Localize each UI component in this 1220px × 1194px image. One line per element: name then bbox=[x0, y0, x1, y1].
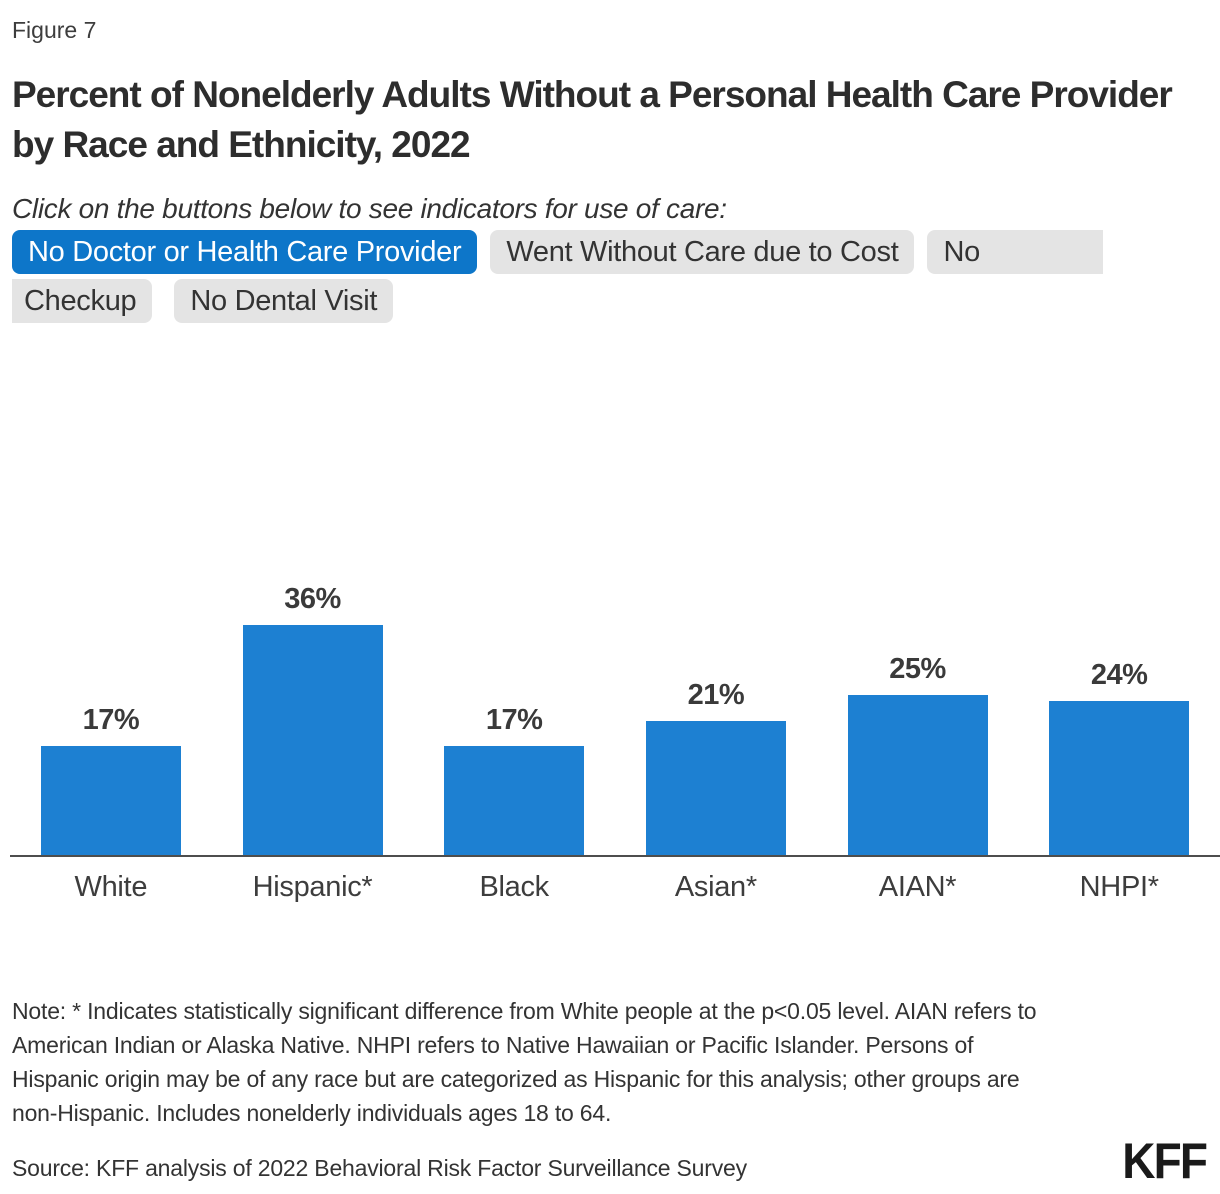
indicator-button-no-dental-visit[interactable]: No Dental Visit bbox=[174, 279, 394, 323]
bar bbox=[242, 625, 383, 855]
bar-value-label: 17% bbox=[485, 704, 543, 737]
bar-value-label: 36% bbox=[284, 583, 341, 615]
bar bbox=[645, 720, 786, 855]
kff-logo: KFF bbox=[1122, 1133, 1208, 1189]
bar-column: 17% bbox=[413, 583, 615, 855]
x-axis-line bbox=[10, 855, 1220, 857]
bar-value-label: 24% bbox=[1090, 659, 1148, 692]
bar-column: 36% bbox=[212, 583, 414, 855]
category-label: NHPI* bbox=[1079, 871, 1159, 903]
source-text: Source: KFF analysis of 2022 Behavioral … bbox=[12, 1155, 747, 1181]
note-text: Note: * Indicates statistically signific… bbox=[12, 998, 1037, 1126]
footer: Source: KFF analysis of 2022 Behavioral … bbox=[12, 1133, 1220, 1189]
bar bbox=[847, 695, 988, 855]
figure-page: Figure 7 Percent of Nonelderly Adults Wi… bbox=[0, 16, 1220, 1189]
indicator-button-went-without-care[interactable]: Went Without Care due to Cost bbox=[490, 230, 915, 274]
bar bbox=[40, 746, 181, 855]
indicator-button-no-checkup-fragment-1[interactable]: No bbox=[927, 230, 1103, 274]
indicator-button-no-doctor[interactable]: No Doctor or Health Care Provider bbox=[12, 230, 478, 274]
indicator-buttons: No Doctor or Health Care Provider Went W… bbox=[12, 230, 1103, 323]
bar-column: 21% bbox=[615, 583, 817, 855]
category-label: Black bbox=[479, 871, 549, 903]
indicator-buttons-row-2: Checkup No Dental Visit bbox=[12, 279, 1103, 323]
category-label: White bbox=[74, 871, 148, 903]
indicator-button-no-checkup-fragment-2[interactable]: Checkup bbox=[12, 279, 153, 323]
category-label: Hispanic* bbox=[252, 871, 373, 903]
bar-column: 25% bbox=[817, 583, 1019, 855]
bar bbox=[1049, 701, 1190, 855]
indicator-buttons-row-1: No Doctor or Health Care Provider Went W… bbox=[12, 230, 1103, 274]
bar-chart: 17% 36% 17% 21% 25% 24% White Hispanic* Black As… bbox=[10, 583, 1220, 904]
category-label: AIAN* bbox=[878, 871, 957, 903]
chart-title: Percent of Nonelderly Adults Without a P… bbox=[12, 74, 1173, 165]
bar bbox=[444, 746, 585, 855]
bar-column: 24% bbox=[1018, 583, 1220, 855]
x-axis-labels: White Hispanic* Black Asian* AIAN* NHPI* bbox=[10, 870, 1220, 904]
bar-value-label: 17% bbox=[82, 704, 140, 737]
bar-value-label: 21% bbox=[687, 678, 745, 711]
plot-area: 17% 36% 17% 21% 25% 24% bbox=[10, 583, 1220, 855]
figure-label: Figure 7 bbox=[12, 17, 97, 43]
chart-subtitle: Click on the buttons below to see indica… bbox=[12, 193, 727, 224]
category-label: Asian* bbox=[674, 871, 757, 903]
bar-value-label: 25% bbox=[889, 653, 946, 685]
bar-column: 17% bbox=[10, 583, 212, 855]
